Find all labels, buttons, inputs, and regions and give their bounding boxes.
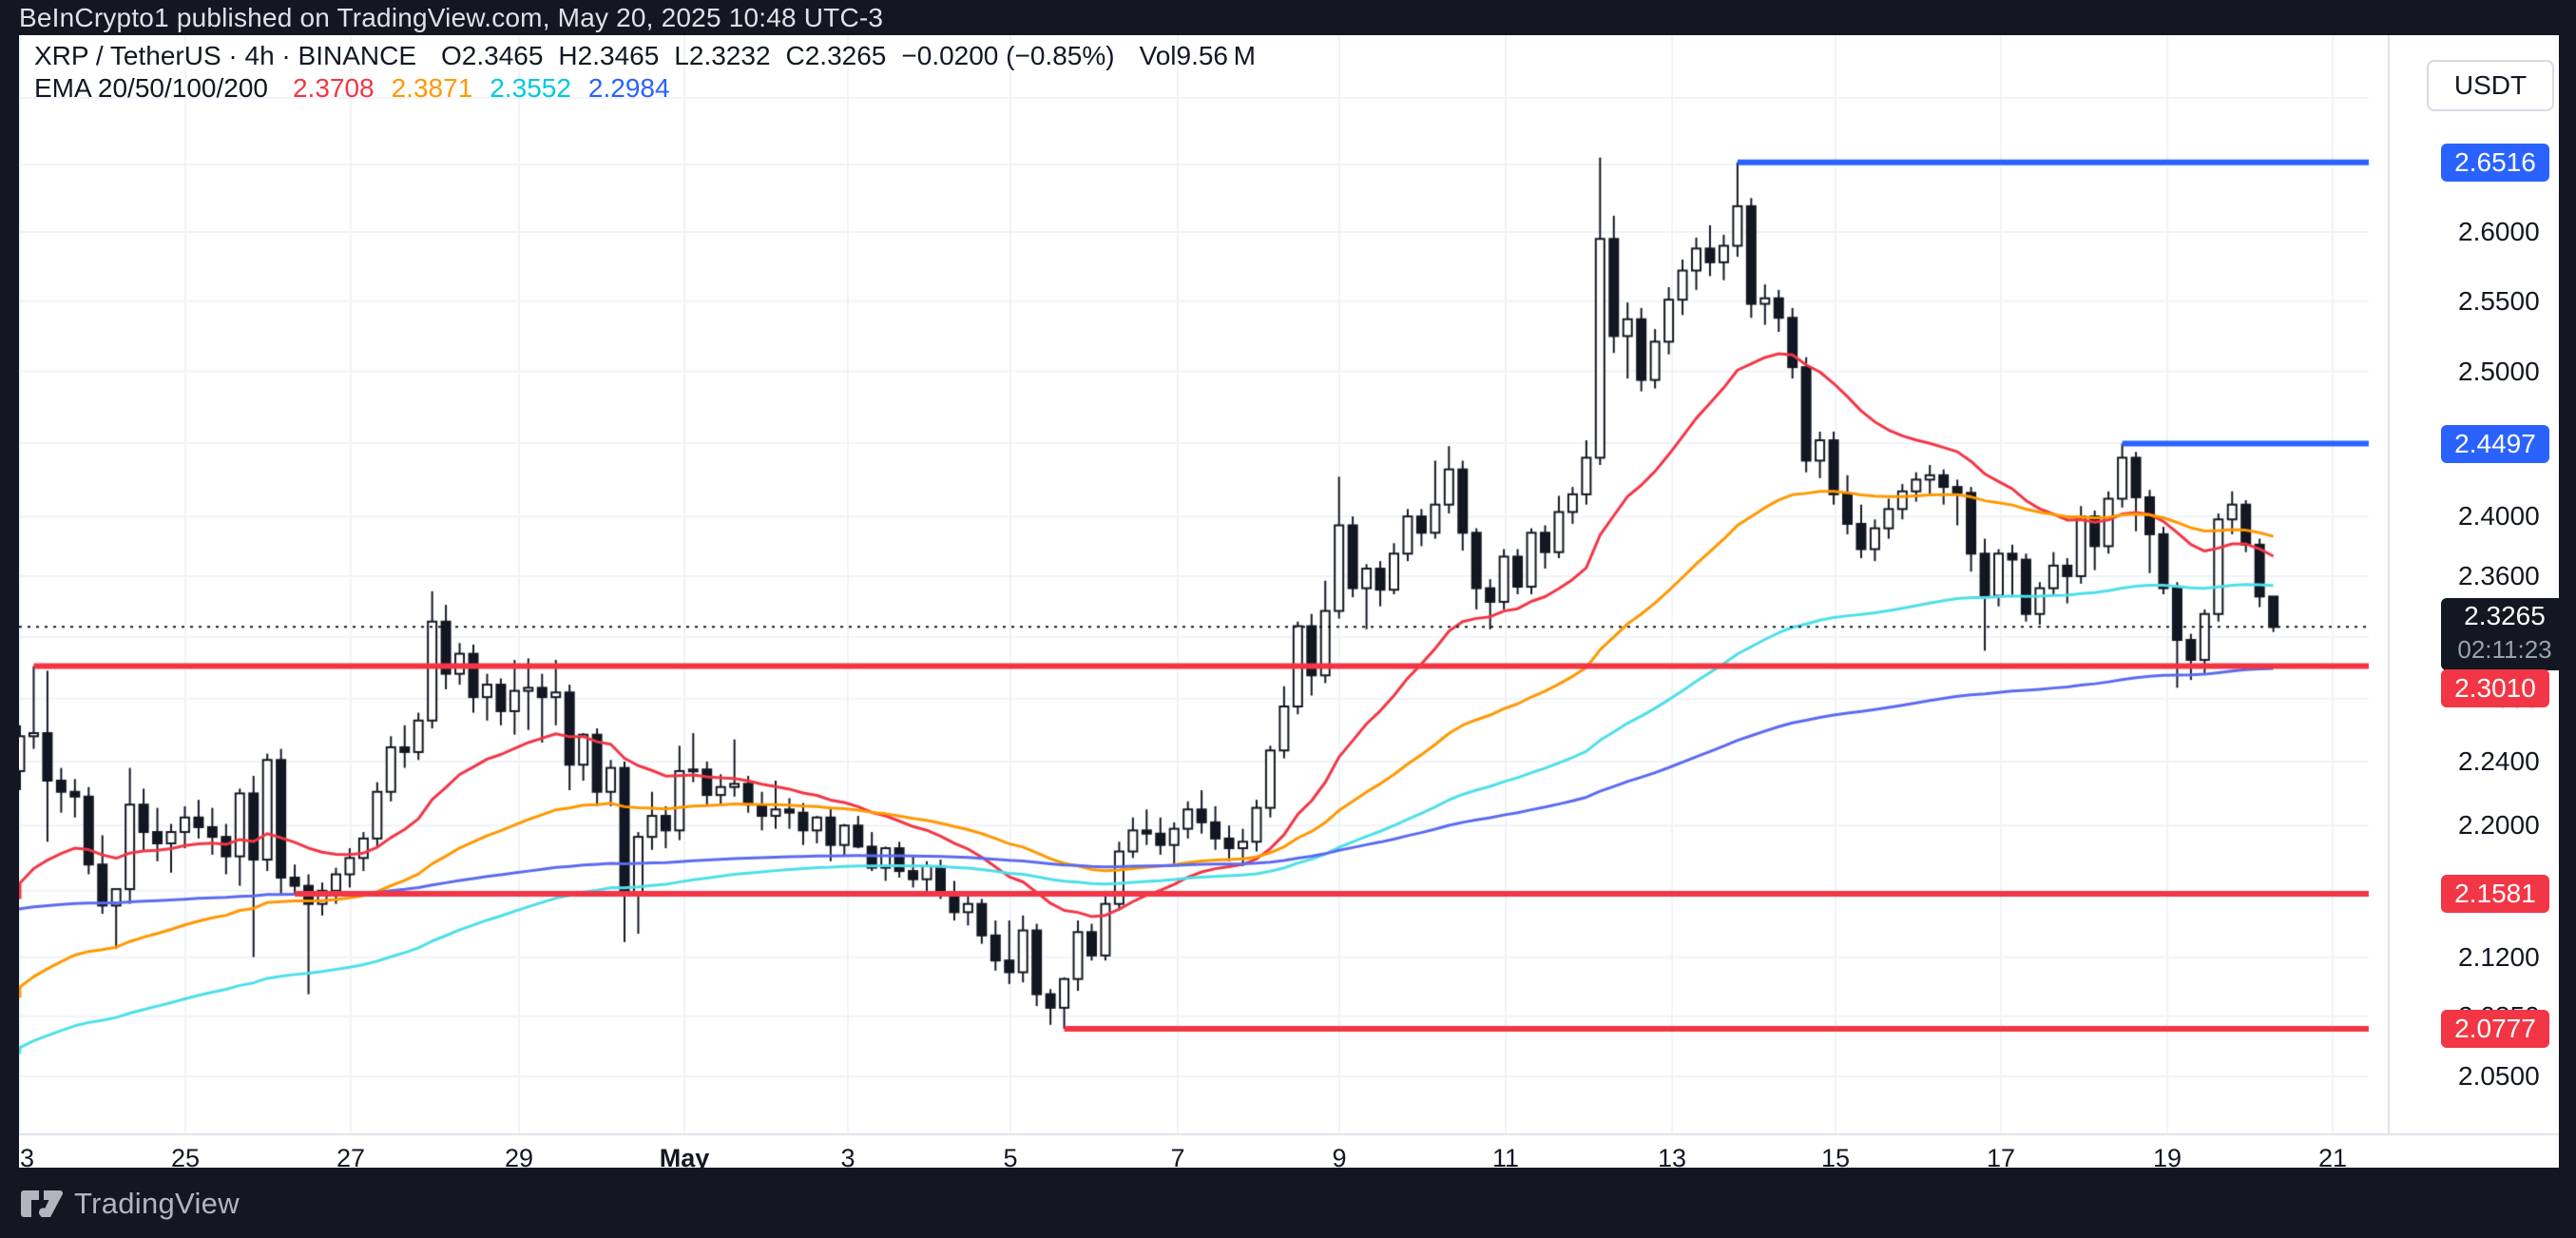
ohlc-low: L2.3232 bbox=[674, 41, 771, 70]
current-price-badge: 2.3265 02:11:23 bbox=[2441, 598, 2559, 671]
time-axis-label: May bbox=[659, 1144, 710, 1168]
ema-value: 2.3552 bbox=[490, 73, 571, 103]
price-axis-label: 2.5500 bbox=[2458, 285, 2540, 316]
ray-price-badge[interactable]: 2.1581 bbox=[2441, 875, 2549, 914]
time-axis-label: 13 bbox=[1657, 1144, 1687, 1168]
ema-value: 2.3871 bbox=[391, 73, 473, 103]
ema-value: 2.3708 bbox=[292, 73, 375, 103]
time-axis-label: 9 bbox=[1332, 1144, 1347, 1168]
volume-value: 9.56 M bbox=[1176, 41, 1256, 70]
time-axis-label: 3 bbox=[840, 1144, 855, 1168]
ema-value: 2.2984 bbox=[587, 73, 670, 103]
time-axis-label: 11 bbox=[1491, 1144, 1520, 1168]
legend-row-symbol: XRP / TetherUS · 4h · BINANCE O2.3465 H2… bbox=[34, 41, 1256, 73]
ohlc-open: O2.3465 bbox=[441, 41, 544, 70]
price-axis-label: 2.2000 bbox=[2458, 810, 2540, 841]
bar-countdown: 02:11:23 bbox=[2457, 635, 2552, 665]
attribution-text: BeInCrypto1 published on TradingView.com… bbox=[19, 3, 884, 32]
time-axis-label: 21 bbox=[2317, 1144, 2348, 1168]
ray-price-badge[interactable]: 2.6516 bbox=[2441, 143, 2549, 182]
legend-row-ema: EMA 20/50/100/200 2.3708 2.3871 2.3552 2.29… bbox=[34, 73, 1256, 106]
ray-price-badge[interactable]: 2.3010 bbox=[2441, 668, 2549, 707]
ray-price-badge[interactable]: 2.0777 bbox=[2441, 1009, 2549, 1048]
time-axis-label: 23 bbox=[19, 1144, 35, 1168]
time-axis-label: 29 bbox=[504, 1144, 534, 1168]
volume-label: Vol bbox=[1139, 41, 1177, 70]
tradingview-brand[interactable]: TradingView bbox=[21, 1187, 240, 1221]
time-axis-label: 7 bbox=[1170, 1144, 1185, 1168]
time-axis-label: 17 bbox=[1986, 1144, 2016, 1168]
price-axis-label: 2.5000 bbox=[2458, 356, 2540, 386]
attribution-bar: BeInCrypto1 published on TradingView.com… bbox=[0, 0, 2576, 35]
symbol-title[interactable]: XRP / TetherUS · 4h · BINANCE bbox=[34, 41, 416, 70]
footer-bar: TradingView bbox=[0, 1168, 2576, 1238]
chart-card: XRP / TetherUS · 4h · BINANCE O2.3465 H2… bbox=[19, 35, 2559, 1168]
price-axis-label: 2.3600 bbox=[2458, 560, 2540, 590]
price-axis-border bbox=[2388, 35, 2390, 1133]
price-axis-label: 2.0500 bbox=[2458, 1061, 2540, 1092]
tradingview-wordmark: TradingView bbox=[74, 1187, 240, 1220]
price-axis-label: 2.6000 bbox=[2458, 217, 2540, 247]
price-axis-label: 2.4000 bbox=[2458, 501, 2540, 532]
time-axis-label: 15 bbox=[1820, 1144, 1851, 1168]
ray-price-badge[interactable]: 2.4497 bbox=[2441, 424, 2549, 463]
currency-toggle-button[interactable]: USDT bbox=[2427, 60, 2554, 111]
ema-values: 2.3708 2.3871 2.3552 2.2984 bbox=[293, 73, 687, 104]
current-price-value: 2.3265 bbox=[2464, 601, 2546, 631]
chart-legend: XRP / TetherUS · 4h · BINANCE O2.3465 H2… bbox=[34, 41, 1256, 106]
time-axis-label: 19 bbox=[2152, 1144, 2182, 1168]
time-axis-label: 27 bbox=[336, 1144, 366, 1168]
tradingview-logo-icon bbox=[21, 1190, 63, 1217]
time-axis-label: 25 bbox=[170, 1144, 201, 1168]
ohlc-close: C2.3265 bbox=[785, 41, 887, 70]
chart-plot-area[interactable] bbox=[19, 35, 2559, 1133]
ema-indicator-label[interactable]: EMA 20/50/100/200 bbox=[34, 73, 268, 103]
price-change: −0.0200 (−0.85%) bbox=[901, 41, 1115, 70]
time-axis-border bbox=[19, 1133, 2559, 1135]
price-axis-label: 2.2400 bbox=[2458, 745, 2540, 776]
time-axis-label: 5 bbox=[1003, 1144, 1018, 1168]
price-axis-label: 2.1200 bbox=[2458, 941, 2540, 972]
ohlc-high: H2.3465 bbox=[558, 41, 660, 70]
